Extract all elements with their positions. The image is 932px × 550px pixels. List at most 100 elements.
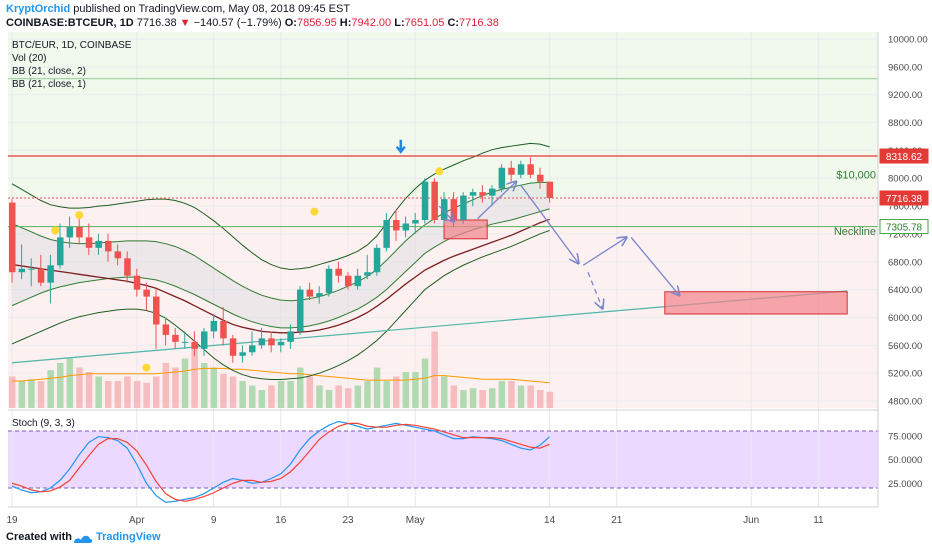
time-tick-label: 19 (6, 515, 18, 526)
projection-arrow (582, 237, 626, 266)
candle (287, 324, 294, 349)
price-tick-label: 4800.00 (888, 397, 922, 408)
signal-dot (435, 167, 444, 176)
candle-body (37, 268, 45, 283)
candle-body (258, 338, 266, 346)
candle (345, 272, 352, 290)
candle-body (517, 164, 525, 175)
candle (105, 233, 112, 262)
volume-bar (249, 385, 256, 408)
candle-body (239, 352, 246, 356)
time-tick-label: Apr (129, 515, 145, 526)
time-tick-label: May (406, 515, 425, 526)
candle (479, 185, 486, 203)
volume-bar (239, 381, 246, 408)
price-tick-label: 9600.00 (888, 62, 922, 73)
candle-body (287, 331, 294, 342)
stoch-d-line (11, 422, 550, 502)
close-label: C: (447, 17, 460, 29)
price-tick-label: 7600.00 (888, 202, 922, 213)
tradingview-brand[interactable]: TradingView (96, 531, 161, 543)
legend-bb2: BB (21, close, 2) (12, 66, 86, 77)
signal-dot (142, 363, 151, 372)
time-tick-label: 14 (544, 515, 556, 526)
candle (364, 254, 371, 280)
volume-bar (364, 381, 371, 408)
candle-body (124, 258, 131, 276)
candle-body (469, 192, 477, 196)
volume-bar (527, 385, 534, 408)
stoch-tick-label: 75.0000 (888, 431, 922, 442)
candle-body (277, 341, 285, 346)
volume-bar (402, 372, 410, 408)
volume-bar (76, 367, 83, 408)
volume-bar (393, 376, 400, 408)
time-tick-label: 23 (342, 515, 354, 526)
tradingview-logo-icon[interactable] (72, 532, 94, 545)
candle (95, 233, 102, 255)
price-chart[interactable]: $10,000 Neckline 10000.00 9600.00 9200.00 880… (0, 0, 932, 527)
candle-body (191, 341, 198, 349)
volume-bar (460, 390, 467, 408)
time-tick-label: 21 (611, 515, 623, 526)
down-arrow-icon: ▼ (179, 17, 191, 29)
volume-bar (316, 385, 323, 408)
high-label: H: (339, 17, 352, 29)
candle-body (47, 265, 54, 283)
candle-body (450, 199, 458, 220)
low-value: 7651.05 (404, 17, 445, 29)
symbol-label: COINBASE:BTCEUR, 1D (6, 17, 134, 29)
volume-bar (85, 372, 93, 408)
volume-bar (210, 367, 218, 408)
signal-dot (310, 207, 319, 216)
volume-bar (517, 385, 525, 408)
volume-bar (508, 381, 515, 408)
volume-bar (537, 390, 544, 408)
price-badge (879, 219, 929, 235)
volume-ma-line (12, 367, 550, 384)
stoch-band (8, 431, 878, 488)
candle (37, 254, 45, 287)
open-value: 7856.95 (296, 17, 337, 29)
time-tick-label: 9 (211, 515, 217, 526)
candle-body (364, 272, 371, 276)
candle-body (105, 240, 112, 252)
volume-bar (258, 390, 266, 408)
stoch-tick-label: 50.0000 (888, 455, 922, 466)
candle (546, 181, 554, 203)
candle (469, 188, 477, 207)
candle-body (306, 289, 314, 297)
candle (229, 334, 237, 363)
candle (57, 223, 64, 269)
price-badge-label: 8318.62 (886, 152, 923, 163)
projection-arrow (630, 236, 679, 295)
signal-dot (51, 226, 60, 235)
candle-body (9, 202, 16, 273)
price-change: −140.57 (−1.79%) (193, 17, 282, 29)
candle (489, 185, 496, 207)
candle-body (546, 181, 554, 198)
candle-body (479, 192, 486, 196)
candle-body (66, 226, 74, 238)
legend-volume: Vol (20) (12, 53, 47, 64)
candle-body (383, 220, 390, 248)
volume-bar (133, 381, 141, 408)
publish-info: published on TradingView.com, May 08, 20… (73, 3, 351, 15)
candle-body (345, 275, 352, 287)
candle (66, 216, 74, 248)
candle (402, 216, 410, 238)
volume-bar (479, 390, 486, 408)
candle-body (412, 220, 419, 224)
author-link[interactable]: KryptOrchid (6, 3, 71, 15)
volume-bar (181, 358, 189, 408)
close-value: 7716.38 (459, 17, 499, 29)
candle (316, 286, 323, 304)
projection-arrow (520, 184, 579, 263)
target-zone (443, 219, 488, 240)
candle (268, 331, 275, 353)
volume-bar (9, 376, 16, 408)
candle (220, 307, 227, 346)
candle-body (133, 275, 141, 290)
price-tick-label: 8000.00 (888, 174, 922, 185)
candle-body (297, 289, 304, 332)
